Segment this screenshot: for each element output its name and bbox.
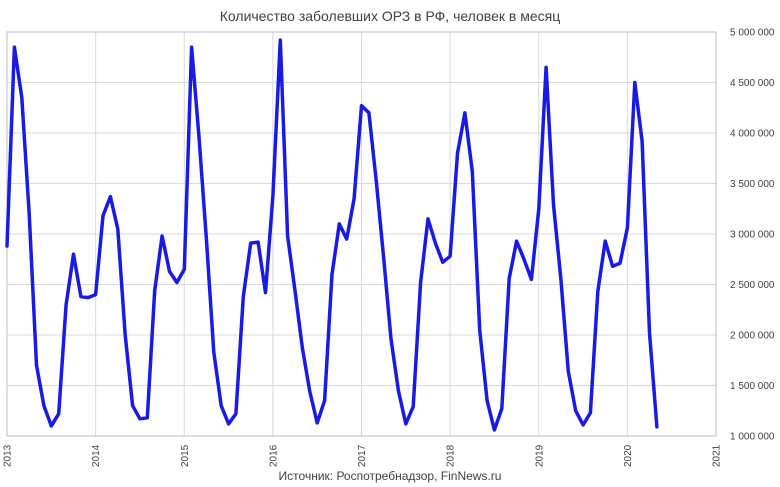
y-tick-label: 3 500 000 [730, 179, 775, 190]
y-tick-label: 4 500 000 [730, 78, 775, 89]
gridlines [6, 31, 717, 437]
y-axis-ticks: 1 000 000 1 500 000 2 000 000 2 500 000 3 00… [730, 28, 775, 443]
x-tick-label: 2016 [268, 444, 279, 467]
source-note: Источник: Роспотребнадзор, FinNews.ru [278, 469, 502, 483]
series-line [5, 38, 659, 432]
x-tick-label: 2014 [91, 444, 102, 467]
y-tick-label: 4 000 000 [730, 129, 775, 140]
x-tick-label: 2017 [357, 444, 368, 467]
x-tick-label: 2015 [180, 444, 191, 467]
y-tick-label: 5 000 000 [730, 28, 775, 39]
y-tick-label: 1 000 000 [730, 432, 775, 443]
y-tick-label: 3 000 000 [730, 230, 775, 241]
y-tick-label: 2 000 000 [730, 331, 775, 342]
x-tick-label: 2021 [712, 444, 723, 467]
x-tick-label: 2018 [446, 444, 457, 467]
x-tick-label: 2020 [623, 444, 634, 467]
x-axis-ticks: 2013 2014 2015 2016 2017 2018 2019 2020 2021 [3, 444, 723, 467]
x-tick-label: 2019 [534, 444, 545, 467]
y-tick-label: 1 500 000 [730, 381, 775, 392]
y-tick-label: 2 500 000 [730, 280, 775, 291]
x-tick-label: 2013 [3, 444, 14, 467]
chart-title: Количество заболевших ОРЗ в РФ, человек … [219, 8, 561, 24]
